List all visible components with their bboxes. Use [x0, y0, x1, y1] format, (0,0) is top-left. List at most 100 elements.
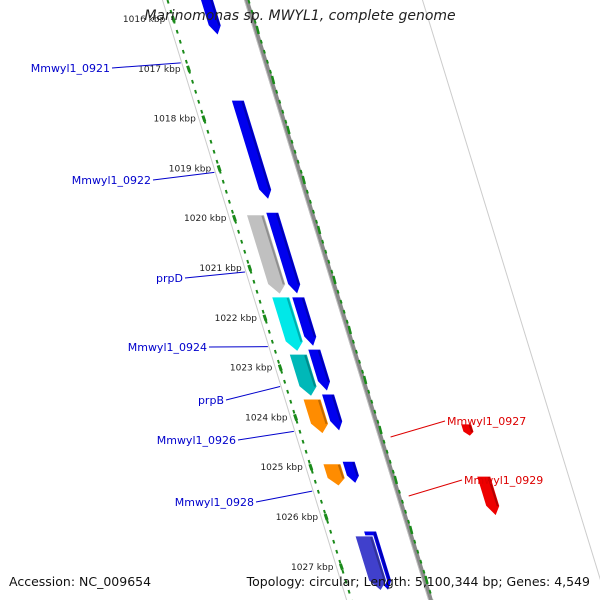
cds-Mmwyl1_0927-shade — [468, 424, 473, 433]
ruler-dot — [344, 579, 348, 584]
ruler-dot — [277, 359, 280, 364]
ruler-dot — [341, 569, 345, 574]
ruler-dot — [273, 349, 277, 354]
kbp-tick-label: 1023 kbp — [230, 364, 273, 374]
ruler-dot — [175, 29, 179, 34]
gene-leader-line — [255, 490, 313, 503]
guide-dot — [370, 399, 374, 404]
guide-dot — [382, 439, 386, 444]
ruler-dot — [338, 559, 342, 564]
ruler-dot — [240, 239, 244, 244]
cds-forward — [264, 211, 302, 296]
cds-forward-shade — [275, 212, 300, 285]
guide-dot — [281, 109, 285, 114]
gene-label: Mmwyl1_0927 — [447, 415, 526, 428]
guide-dot — [413, 539, 417, 544]
guide-dash — [270, 75, 276, 85]
kbp-tick-label: 1024 kbp — [245, 413, 288, 423]
cds-forward — [199, 0, 222, 37]
ruler-dot — [243, 249, 247, 254]
genome-summary-text: Topology: circular; Length: 5,100,344 bp… — [246, 574, 590, 589]
guide-dot — [388, 459, 392, 464]
accession-text: Accession: NC_009654 — [9, 574, 152, 589]
kbp-tick — [201, 115, 207, 123]
kbp-tick — [247, 264, 253, 272]
gene-label: Mmwyl1_0929 — [464, 474, 543, 487]
cds-forward-shade — [352, 461, 359, 477]
guide-dash — [332, 275, 337, 285]
guide-dot — [250, 9, 254, 14]
cds-forward-shade — [241, 100, 271, 191]
guide-dash — [316, 225, 322, 235]
guide-dot — [299, 169, 303, 174]
backbone-highlight — [243, 0, 430, 600]
kbp-tick — [323, 513, 329, 521]
cds-forward-shade — [373, 531, 391, 581]
kbp-tick — [308, 463, 314, 471]
ruler-dot — [255, 289, 259, 294]
ruler-dot — [319, 499, 323, 504]
guide-dot — [305, 189, 309, 194]
guide-dot — [296, 159, 300, 164]
cds-Mmwyl1_0928-shade — [337, 464, 345, 479]
ruler-dot — [323, 509, 327, 514]
gene-label: Mmwyl1_0922 — [72, 174, 151, 187]
ruler-dot — [237, 229, 241, 234]
kbp-tick — [170, 15, 176, 23]
ruler-dot — [169, 9, 173, 14]
cds-Mmwyl1_0927 — [459, 423, 475, 437]
map-background — [161, 0, 600, 600]
guide-dot — [247, 0, 251, 4]
guide-dash — [362, 375, 368, 385]
guide-dot — [308, 199, 312, 204]
guide-dot — [361, 369, 365, 374]
ruler-dot — [301, 439, 305, 444]
ruler-dot — [230, 209, 234, 214]
ruler-dot — [316, 489, 320, 494]
cds-forward — [230, 99, 273, 201]
map-title: Marinomonas sp. MWYL1, complete genome — [144, 8, 456, 24]
ruler-dot — [194, 89, 198, 94]
guide-dot — [259, 39, 263, 44]
ruler-dot — [197, 99, 201, 104]
ruler-dot — [221, 179, 225, 184]
gene-leader-line — [184, 271, 245, 279]
guide-dot — [269, 69, 272, 74]
cds-prpD — [245, 214, 287, 296]
cds-Mmwyl1_0929-shade — [487, 476, 499, 507]
guide-dot — [342, 309, 346, 314]
cds-forward-shade — [331, 394, 342, 422]
guide-dot — [416, 549, 420, 554]
gene-leader-line — [225, 386, 281, 401]
kbp-tick-label: 1018 kbp — [153, 115, 196, 125]
guide-dash — [286, 125, 291, 135]
kbp-tick-label: 1026 kbp — [276, 513, 319, 523]
cds-forward — [341, 460, 361, 485]
guide-dash — [255, 25, 260, 35]
ruler-dot — [181, 49, 185, 54]
gene-leader-line — [408, 479, 463, 497]
guide-dot — [265, 59, 269, 64]
kbp-tick-label: 1016 kbp — [123, 15, 166, 25]
kbp-tick-label: 1027 kbp — [291, 563, 334, 573]
cds-forward-shade — [210, 0, 221, 26]
kbp-tick-label: 1019 kbp — [169, 164, 212, 174]
cds-extra — [354, 535, 388, 592]
ruler-dot — [295, 419, 299, 424]
guide-dash — [424, 575, 429, 585]
cds-prpB-shade — [304, 354, 317, 387]
kbp-tick — [339, 563, 344, 571]
kbp-tick-label: 1020 kbp — [184, 214, 227, 224]
ruler-dot — [206, 129, 210, 134]
ruler-dot — [313, 479, 317, 484]
guide-dot — [422, 569, 426, 574]
gene-label: prpD — [156, 272, 183, 285]
guide-dot — [400, 499, 404, 504]
ruler-dot — [332, 539, 336, 544]
ruler-dot — [292, 409, 296, 414]
kbp-tick-label: 1021 kbp — [199, 264, 242, 274]
guide-dot — [385, 449, 389, 454]
ruler-dot — [209, 139, 213, 144]
guide-dot — [376, 419, 380, 424]
ruler-dot — [335, 549, 339, 554]
